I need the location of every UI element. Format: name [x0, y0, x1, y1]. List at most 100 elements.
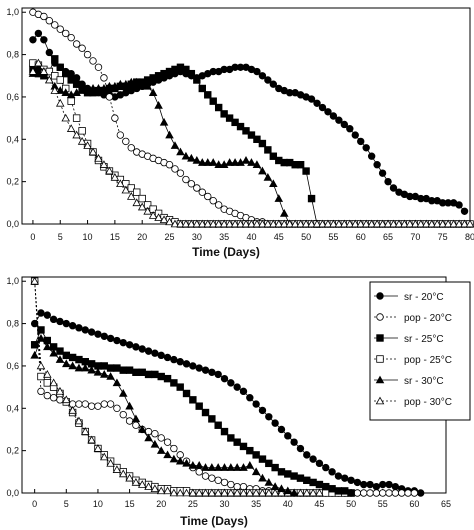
data-point: [51, 72, 59, 80]
data-point: [455, 201, 463, 209]
data-point: [324, 108, 332, 116]
x-tick-label: 80: [465, 232, 474, 242]
data-point: [201, 488, 210, 497]
data-point: [329, 219, 338, 228]
data-point: [56, 347, 64, 355]
data-point: [373, 161, 381, 169]
y-tick-label: 0,8: [6, 319, 19, 329]
data-point: [66, 90, 76, 99]
data-point: [150, 484, 160, 493]
data-point: [170, 379, 178, 387]
data-point: [307, 194, 316, 203]
data-point: [247, 158, 256, 166]
data-point: [72, 114, 81, 122]
data-point: [265, 413, 273, 421]
legend-item: sr - 30°C: [374, 375, 444, 387]
data-point: [55, 98, 65, 107]
data-point: [55, 386, 65, 395]
data-point: [187, 219, 196, 228]
data-point: [350, 219, 360, 228]
legend-label: pop - 25°C: [404, 355, 452, 366]
data-point: [50, 86, 60, 94]
data-point: [68, 322, 77, 330]
data-point: [376, 334, 384, 342]
data-point: [198, 84, 206, 93]
data-point: [303, 476, 311, 484]
data-point: [43, 342, 52, 351]
data-point: [56, 76, 64, 84]
data-point: [203, 219, 213, 228]
data-point: [175, 456, 185, 465]
data-point: [214, 219, 223, 228]
x-tick-label: 10: [93, 499, 103, 509]
y-tick-label: 1,0: [6, 276, 19, 286]
data-point: [376, 292, 384, 300]
data-point: [157, 434, 165, 442]
data-point: [239, 463, 248, 471]
data-point: [379, 480, 387, 489]
data-point: [225, 114, 234, 122]
data-point: [169, 454, 179, 463]
data-point: [81, 400, 89, 408]
data-point: [181, 219, 191, 228]
data-point: [214, 421, 222, 429]
data-point: [187, 153, 196, 162]
series-1: [29, 29, 469, 215]
data-point: [204, 91, 212, 99]
data-point: [100, 74, 108, 82]
data-point: [105, 166, 114, 175]
data-point: [252, 451, 260, 459]
data-point: [372, 482, 381, 491]
data-point: [285, 219, 294, 228]
data-point: [307, 95, 316, 103]
data-point: [30, 276, 39, 285]
data-point: [89, 57, 97, 65]
data-point: [43, 311, 52, 319]
data-point: [277, 468, 286, 476]
data-point: [263, 172, 273, 181]
x-tick-label: 60: [409, 499, 419, 509]
x-tick-label: 35: [219, 232, 229, 242]
x-tick-label: 55: [378, 499, 388, 509]
data-point: [125, 417, 134, 425]
data-point: [213, 488, 223, 497]
data-point: [83, 141, 92, 149]
series-5: [30, 326, 355, 497]
data-point: [251, 467, 261, 476]
data-point: [43, 391, 52, 400]
data-point: [208, 368, 216, 376]
data-point: [192, 156, 202, 164]
x-tick-label: 20: [137, 232, 147, 242]
data-point: [265, 459, 273, 468]
data-point: [37, 309, 45, 317]
data-point: [283, 486, 293, 495]
data-point: [258, 455, 267, 463]
data-point: [227, 379, 235, 387]
data-point: [410, 489, 419, 497]
data-point: [67, 97, 75, 105]
data-point: [125, 341, 134, 349]
data-point: [318, 103, 327, 112]
data-point: [83, 50, 92, 59]
data-point: [315, 480, 324, 489]
data-point: [208, 474, 216, 482]
data-point: [416, 489, 425, 497]
data-point: [56, 25, 64, 33]
data-point: [220, 427, 229, 436]
data-point: [357, 137, 365, 146]
data-point: [163, 450, 172, 459]
data-point: [416, 219, 426, 228]
data-point: [37, 387, 45, 396]
legend-item: pop - 30°C: [374, 396, 452, 408]
data-point: [347, 476, 355, 484]
data-point: [132, 368, 140, 376]
x-tick-label: 45: [274, 232, 284, 242]
y-tick-label: 0,4: [6, 134, 19, 144]
data-point: [148, 211, 158, 219]
data-point: [214, 201, 223, 209]
data-point: [78, 127, 86, 135]
series-6: [28, 58, 474, 228]
x-tick-label: 30: [219, 499, 229, 509]
x-tick-label: 40: [283, 499, 293, 509]
data-point: [214, 103, 223, 112]
